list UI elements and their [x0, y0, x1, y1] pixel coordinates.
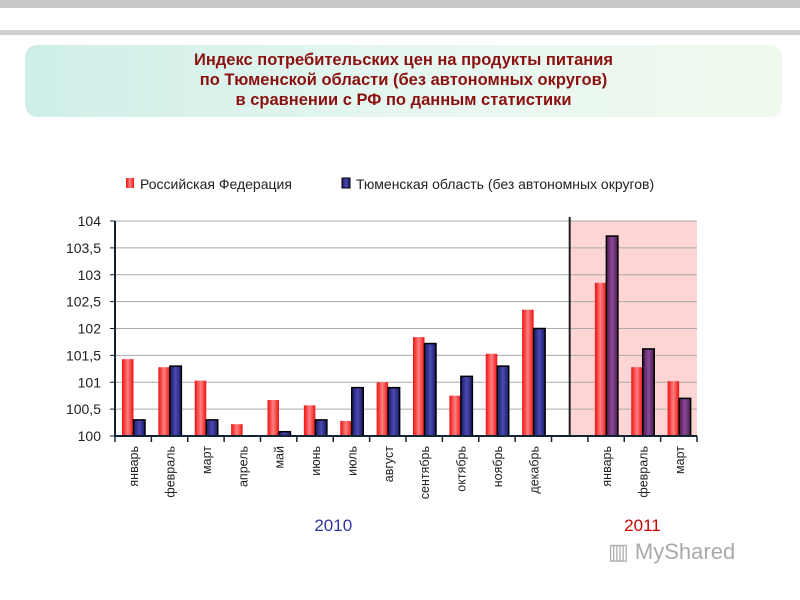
bar-rf: [485, 353, 498, 436]
group-label-2011: 2011: [624, 516, 661, 535]
bar-tyumen: [205, 419, 219, 437]
legend-swatch-rf: [126, 178, 134, 188]
legend-swatch-tyumen: [341, 177, 351, 189]
y-tick-label: 102,5: [66, 294, 101, 310]
x-tick-label: январь: [127, 446, 141, 487]
legend-label-tyumen: Тюменская область (без автономных округо…: [356, 176, 654, 192]
x-tick-label: февраль: [636, 446, 650, 498]
x-tick-label: сентябрь: [418, 446, 432, 499]
bar-rf: [522, 309, 534, 436]
bar-rf: [267, 399, 279, 436]
bar-rf: [667, 381, 680, 436]
x-tick-label: апрель: [236, 446, 250, 487]
bar-rf: [376, 382, 389, 436]
bar-tyumen: [169, 365, 183, 437]
x-tick-label: март: [200, 446, 214, 474]
group-label-2010: 2010: [314, 516, 352, 535]
bar-tyumen: [678, 397, 692, 437]
bar-rf: [122, 359, 134, 436]
legend-label-rf: Российская Федерация: [140, 176, 292, 192]
x-tick-label: июнь: [309, 446, 323, 476]
y-tick-label: 102: [78, 321, 102, 337]
bar-tyumen: [642, 348, 655, 437]
y-tick-label: 103: [78, 267, 102, 283]
bar-rf: [413, 337, 425, 436]
x-tick-label: август: [382, 446, 396, 483]
y-tick-label: 104: [78, 213, 102, 229]
y-tick-label: 100: [78, 428, 102, 444]
bar-tyumen: [496, 365, 510, 437]
x-tick-label: декабрь: [527, 446, 541, 494]
bar-tyumen: [132, 419, 146, 437]
x-tick-label: ноябрь: [491, 446, 505, 487]
y-tick-label: 103,5: [66, 240, 101, 256]
x-tick-label: март: [673, 446, 687, 474]
title-box: Индекс потребительских цен на продукты п…: [25, 45, 782, 117]
x-tick-label: июль: [345, 446, 359, 476]
x-tick-label: январь: [600, 446, 614, 487]
bar-tyumen: [351, 386, 364, 437]
logo-text: MyShared: [634, 539, 736, 565]
y-tick-label: 101,5: [66, 347, 101, 363]
bar-rf: [194, 380, 207, 436]
x-tick-label: октябрь: [455, 446, 469, 492]
bar-tyumen: [532, 327, 546, 437]
logo-icon: ▥: [608, 539, 629, 565]
bar-rf: [158, 367, 170, 436]
y-tick-label: 101: [78, 374, 102, 390]
x-tick-label: май: [273, 446, 287, 469]
bar-tyumen: [605, 235, 619, 437]
bar-tyumen: [314, 419, 328, 437]
y-tick-label: 100,5: [66, 401, 101, 417]
bar-rf: [594, 282, 607, 436]
x-tick-label: февраль: [164, 446, 178, 498]
top-bar: [0, 0, 800, 8]
bar-rf: [449, 395, 461, 436]
top-bar-line: [0, 30, 800, 35]
bar-rf: [631, 367, 643, 436]
bar-rf: [231, 424, 243, 436]
chart-title: Индекс потребительских цен на продукты п…: [193, 51, 614, 109]
bar-tyumen: [460, 375, 474, 437]
bar-rf: [340, 420, 352, 436]
logo: ▥ MyShared: [608, 538, 735, 565]
bar-rf: [303, 405, 316, 436]
bar-tyumen: [387, 386, 401, 437]
bar-tyumen: [423, 342, 437, 437]
